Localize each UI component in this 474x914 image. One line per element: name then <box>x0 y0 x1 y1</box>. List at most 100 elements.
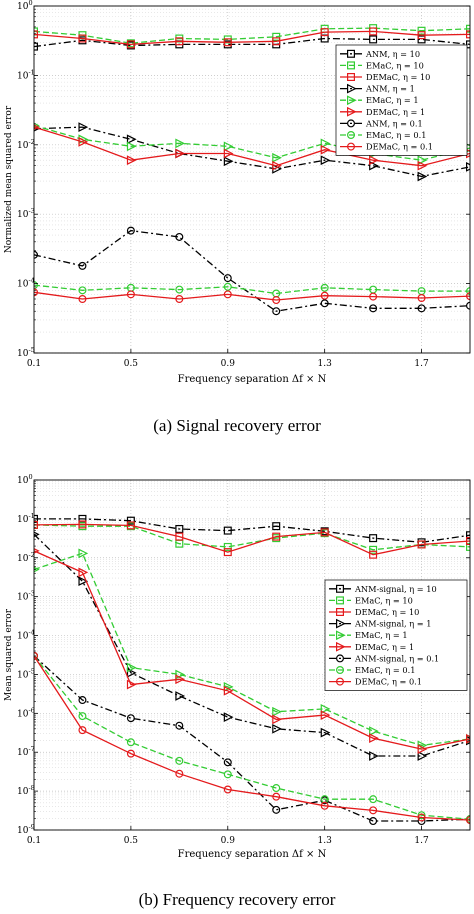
data-point <box>272 723 282 734</box>
data-point <box>126 667 137 678</box>
x-tick-label: 0.5 <box>124 836 139 846</box>
data-point <box>78 567 89 578</box>
data-point <box>175 532 184 541</box>
legend-label: EMaC, η = 1 <box>355 630 408 640</box>
data-point <box>175 37 184 46</box>
x-axis-label: Frequency separation Δf × N <box>178 374 327 385</box>
data-point <box>320 283 329 292</box>
data-point <box>272 160 282 171</box>
y-tick-label: 10-9 <box>17 823 35 836</box>
legend-label: EMaC, η = 0.1 <box>355 665 415 675</box>
data-point <box>417 304 426 313</box>
caption-frequency-recovery: (b) Frequency recovery error <box>138 890 336 909</box>
legend-label: EMaC, η = 0.1 <box>366 130 426 140</box>
y-tick-label: 100 <box>17 473 33 486</box>
data-point <box>126 516 135 525</box>
data-point <box>175 138 186 149</box>
legend-label: DEMaC, η = 0.1 <box>355 677 422 687</box>
data-point <box>223 282 232 291</box>
legend-marker <box>347 106 357 117</box>
legend-marker <box>347 49 356 58</box>
legend-marker <box>347 95 357 106</box>
legend-marker <box>347 131 356 140</box>
data-point <box>369 817 378 826</box>
y-tick-label: 10-5 <box>17 667 35 680</box>
series-line <box>34 126 470 167</box>
data-point <box>223 712 234 722</box>
data-point <box>272 296 281 305</box>
data-point <box>466 537 470 546</box>
data-point <box>78 548 89 559</box>
data-point <box>272 784 281 793</box>
data-point <box>223 38 232 47</box>
data-point <box>126 141 137 152</box>
x-tick-label: 1.3 <box>318 359 333 369</box>
series-line <box>34 30 470 46</box>
data-point <box>466 734 470 744</box>
data-point <box>78 294 87 303</box>
data-point <box>272 714 282 725</box>
data-point <box>272 32 281 41</box>
data-point <box>78 122 89 132</box>
data-point <box>126 662 137 673</box>
data-point <box>223 141 234 152</box>
data-point <box>466 40 470 49</box>
data-point <box>126 679 137 690</box>
data-point <box>175 669 186 680</box>
series-line <box>34 291 470 301</box>
data-point <box>78 576 89 587</box>
data-point <box>369 545 378 554</box>
data-point <box>369 795 378 804</box>
y-tick-label: 10-4 <box>17 277 35 290</box>
y-tick-label: 10-8 <box>17 784 35 797</box>
y-tick-label: 10-4 <box>17 629 35 642</box>
legend-label: DEMaC, η = 1 <box>366 107 425 117</box>
legend-label: ANM-signal, η = 0.1 <box>354 653 439 663</box>
data-point <box>78 137 89 147</box>
series-line <box>34 655 470 822</box>
y-tick-label: 10-3 <box>17 590 35 603</box>
data-point <box>369 35 378 44</box>
y-tick-label: 10-2 <box>17 551 35 564</box>
data-point <box>175 232 184 241</box>
legend-marker <box>347 72 356 81</box>
data-point <box>369 304 378 313</box>
data-point <box>223 542 232 551</box>
legend-marker <box>336 641 346 652</box>
data-point <box>78 726 87 735</box>
data-point <box>466 162 470 172</box>
data-point <box>320 138 331 149</box>
data-point <box>175 674 186 685</box>
data-point <box>417 294 426 303</box>
data-point <box>126 749 135 758</box>
legend-label: EMaC, η = 1 <box>366 95 419 105</box>
data-point <box>369 726 379 736</box>
data-point <box>466 30 470 39</box>
legend-marker <box>336 654 345 663</box>
chart-signal-recovery: 0.1 0.5 0.9 1.3 1.7 10-5 10-4 10-3 10-2 10-1 100 No… <box>4 0 471 385</box>
data-point <box>126 155 137 166</box>
data-point <box>175 524 184 533</box>
data-point <box>320 704 331 714</box>
x-tick-label: 1.7 <box>414 836 429 846</box>
legend-label: ANM, η = 10 <box>365 49 420 59</box>
data-point <box>320 291 329 300</box>
data-point <box>126 226 135 235</box>
legend-label: EMaC, η = 10 <box>355 595 413 605</box>
data-point <box>320 155 331 166</box>
data-point <box>272 532 281 541</box>
x-tick-label: 1.3 <box>318 836 333 846</box>
data-point <box>417 35 426 44</box>
data-point <box>223 526 232 535</box>
data-point <box>369 155 379 166</box>
data-point <box>272 805 281 814</box>
data-point <box>34 566 40 573</box>
x-axis-label: Frequency separation Δf × N <box>178 849 327 860</box>
caption-signal-recovery: (a) Signal recovery error <box>153 416 321 435</box>
data-point <box>78 34 87 43</box>
data-point <box>78 696 87 705</box>
data-point <box>369 550 378 559</box>
legend-marker <box>347 119 356 128</box>
